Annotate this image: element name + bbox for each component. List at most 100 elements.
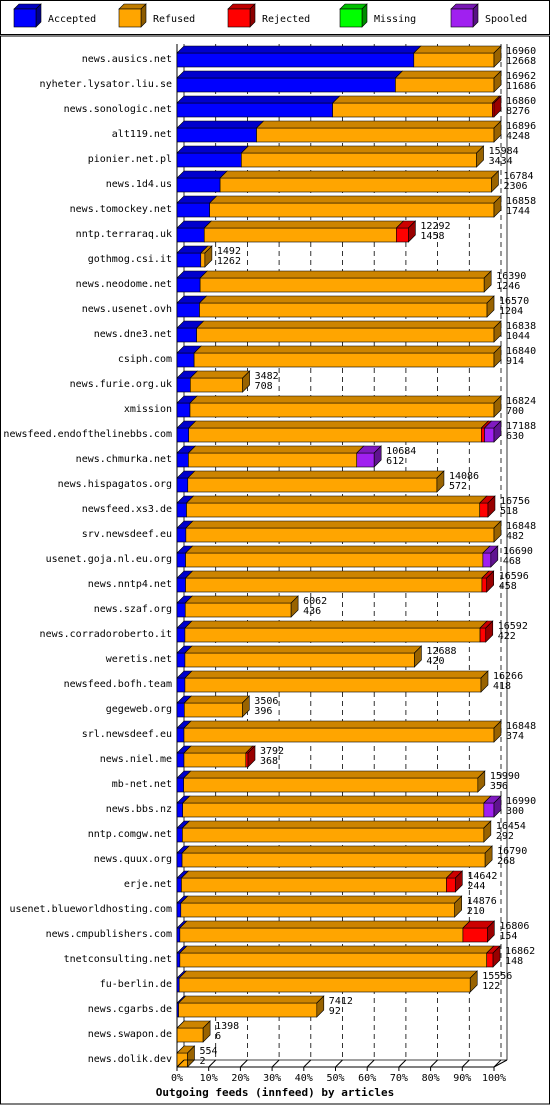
category-label: srl.newsdeef.eu <box>82 729 172 740</box>
bar-segment-top-refused <box>240 145 485 154</box>
value-label-accepted: 300 <box>506 806 524 817</box>
bar-segment-side-rejected <box>455 870 463 893</box>
bar-row-newsfeed-endofthelinebbs-com <box>176 420 502 443</box>
bar-segment-top-refused <box>185 495 488 504</box>
bar-segment-accepted <box>176 352 195 368</box>
value-label-accepted: 612 <box>386 456 404 467</box>
bar-segment-top-refused <box>185 520 502 529</box>
bar-segment-top-refused <box>413 45 502 54</box>
x-tick-label: 10% <box>200 1073 218 1084</box>
value-label-offered: 16824 <box>506 396 536 407</box>
bar-row-pionier-net-pl <box>176 145 485 168</box>
value-label-offered: 16756 <box>500 496 530 507</box>
bar-segment-top-refused <box>331 95 501 104</box>
value-label-offered: 15984 <box>489 146 519 157</box>
value-label-offered: 16806 <box>499 921 529 932</box>
bar-segment-accepted <box>176 127 257 143</box>
category-label: news.furie.org.uk <box>70 379 172 390</box>
bar-segment-top-refused <box>193 345 502 354</box>
category-label: usenet.goja.nl.eu.org <box>46 554 172 565</box>
bar-segment-accepted <box>176 177 221 193</box>
bar-segment-spooled <box>356 452 375 468</box>
value-label-accepted: 468 <box>503 556 521 567</box>
category-label: newsfeed.endofthelinebbs.com <box>3 429 172 440</box>
value-label-offered: 17188 <box>506 421 536 432</box>
bar-segment-accepted <box>176 277 201 293</box>
bar-segment-accepted <box>176 402 191 418</box>
bar-segment-side-refused <box>493 120 502 143</box>
bar-segment-top-refused <box>189 370 251 379</box>
bar-segment-refused <box>256 127 495 143</box>
value-label-accepted: 12668 <box>506 56 536 67</box>
bar-segment-refused <box>185 552 484 568</box>
bar-segment-accepted <box>176 902 182 918</box>
bar-segment-accepted <box>176 452 189 468</box>
category-label: news.chmurka.net <box>76 454 172 465</box>
category-label: newsfeed.bofh.team <box>64 679 172 690</box>
bar-row-news-swapon-de <box>176 1020 211 1043</box>
bar-row-alt119-net <box>176 120 502 143</box>
bar-segment-top-refused <box>255 120 502 129</box>
bar-segment-accepted <box>176 252 202 268</box>
bar-row-news-hispagatos-org <box>176 470 445 493</box>
value-label-offered: 16840 <box>506 346 536 357</box>
bar-row-gothmog-csi-it <box>176 245 213 268</box>
bar-row-news-dne3-net <box>176 320 502 343</box>
category-label: news.dolik.dev <box>88 1054 172 1065</box>
bar-row-news-chmurka-net <box>176 445 382 468</box>
legend-item-missing: Missing <box>339 3 416 28</box>
x-tick-label: 70% <box>390 1073 408 1084</box>
bar-segment-side-refused <box>316 995 325 1018</box>
category-label: news.cgarbs.de <box>88 1004 172 1015</box>
x-tick-label: 80% <box>422 1073 440 1084</box>
bar-segment-top-refused <box>183 720 502 729</box>
x-tick-mark <box>176 1059 185 1068</box>
value-label-offered: 14086 <box>449 471 479 482</box>
bar-segment-top-accepted <box>176 70 404 79</box>
bar-segment-side-refused <box>493 345 502 368</box>
legend-swatch <box>339 8 363 28</box>
bar-row-news-dolik-dev <box>176 1045 196 1068</box>
value-label-accepted: 1044 <box>506 331 530 342</box>
bar-row-gegeweb-org <box>176 695 251 718</box>
bar-segment-top-refused <box>177 995 325 1004</box>
bar-segment-spooled <box>483 802 495 818</box>
bar-segment-top-refused <box>181 820 492 829</box>
bar-row-nyheter-lysator-liu-se <box>176 70 502 93</box>
x-tick-label: 30% <box>263 1073 281 1084</box>
bar-segment-side-refused <box>477 770 486 793</box>
category-label: tnetconsulting.net <box>64 954 172 965</box>
bar-segment-side-refused <box>491 170 499 193</box>
bar-segment-refused <box>203 227 397 243</box>
value-label-offered: 16896 <box>506 121 536 132</box>
bar-segment-refused <box>188 427 482 443</box>
bar-segment-top-refused <box>178 970 478 979</box>
bar-segment-side-refused <box>469 970 478 993</box>
bar-segment-side-refused <box>486 295 495 318</box>
bar-segment-top-refused <box>187 470 445 479</box>
bar-row-tnetconsulting-net <box>176 945 501 968</box>
x-tick-label: 20% <box>231 1073 249 1084</box>
x-tick-mark <box>366 1059 375 1068</box>
value-label-offered: 16266 <box>493 671 523 682</box>
legend-label: Spooled <box>485 14 527 25</box>
bar-segment-side-rejected <box>493 95 502 118</box>
value-label-offered: 554 <box>199 1046 217 1057</box>
legend-swatch <box>13 8 37 28</box>
bar-segment-rejected <box>481 427 485 443</box>
x-tick-mark <box>303 1059 312 1068</box>
bar-segment-side-refused <box>493 70 502 93</box>
x-tick-label: 100% <box>482 1073 506 1084</box>
bar-segment-accepted <box>176 552 186 568</box>
bar-segment-rejected <box>446 877 456 893</box>
value-label-accepted: 122 <box>482 981 500 992</box>
category-label: news.swapon.de <box>88 1029 172 1040</box>
bar-segment-refused <box>332 102 493 118</box>
bar-segment-side-refused <box>476 145 484 168</box>
bar-segment-refused <box>189 402 495 418</box>
bar-segment-side-refused <box>436 470 445 493</box>
x-tick-mark <box>461 1059 470 1068</box>
bar-segment-side-refused <box>484 845 493 868</box>
bar-segment-rejected <box>462 927 488 943</box>
